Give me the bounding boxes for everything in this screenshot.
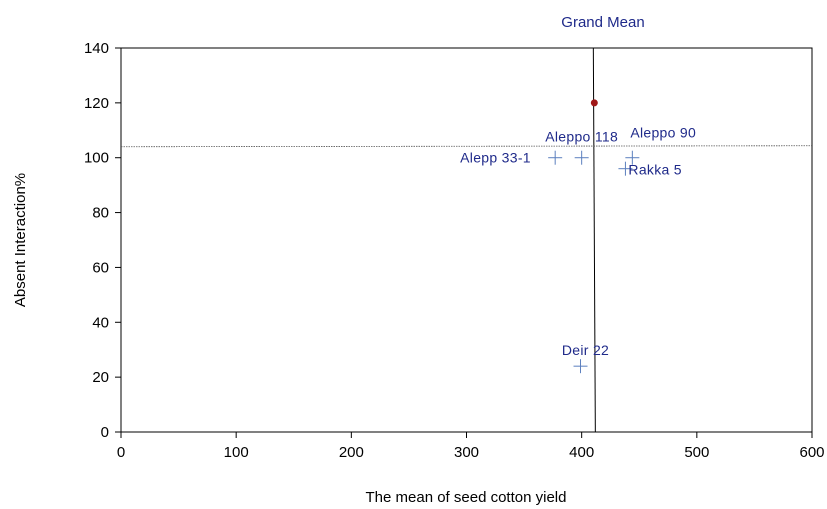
- data-point-label: Alepp 33-1: [460, 150, 531, 166]
- grand-mean-vertical-line: [592, 47, 596, 433]
- x-tick-label: 600: [799, 444, 824, 461]
- data-points: [548, 150, 640, 374]
- grand-mean-lines: [120, 47, 813, 433]
- data-point: [548, 150, 563, 165]
- tick-marks: [115, 47, 813, 438]
- y-tick-label: 40: [92, 314, 109, 331]
- tick-labels: 0 100 200 300 400 500 600 0 20 40 60 80 100 120 140: [84, 40, 825, 461]
- x-tick-label: 300: [454, 444, 479, 461]
- data-point-label: Aleppo 118: [545, 129, 618, 145]
- x-tick-label: 500: [684, 444, 709, 461]
- grand-mean-label: Grand Mean: [561, 14, 644, 31]
- x-tick-label: 200: [339, 444, 364, 461]
- y-tick-label: 20: [92, 369, 109, 386]
- y-tick-label: 100: [84, 150, 109, 167]
- point-labels: Aleppo 118 Alepp 33-1 Aleppo 90 Rakka 5 Deir…: [460, 125, 696, 358]
- data-point: [618, 161, 633, 176]
- data-point: [574, 150, 589, 165]
- y-tick-label: 0: [101, 424, 109, 441]
- data-point: [573, 359, 588, 374]
- grand-mean-point: [590, 99, 598, 107]
- x-tick-label: 0: [117, 444, 125, 461]
- y-tick-label: 120: [84, 95, 109, 112]
- data-point-label: Aleppo 90: [630, 125, 696, 141]
- data-point: [625, 150, 640, 165]
- plot-frame: [120, 47, 813, 433]
- y-tick-label: 80: [92, 205, 109, 222]
- y-tick-label: 60: [92, 259, 109, 276]
- y-tick-label: 140: [84, 40, 109, 57]
- x-tick-label: 100: [224, 444, 249, 461]
- axes: [120, 47, 813, 433]
- x-tick-label: 400: [569, 444, 594, 461]
- y-axis-title: Absent Interaction%: [12, 173, 29, 307]
- grand-mean-horizontal-line: [120, 145, 813, 148]
- data-point-label: Rakka 5: [628, 162, 681, 178]
- data-point-label: Deir 22: [562, 342, 609, 358]
- x-axis-title: The mean of seed cotton yield: [366, 489, 567, 506]
